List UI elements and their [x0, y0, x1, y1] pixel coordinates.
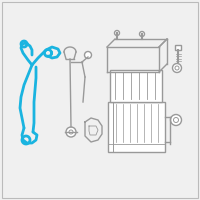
Circle shape	[170, 114, 182, 126]
Circle shape	[114, 30, 120, 36]
Circle shape	[172, 64, 182, 72]
Bar	[110, 70, 162, 102]
Circle shape	[140, 31, 144, 36]
Bar	[175, 45, 181, 50]
Circle shape	[66, 127, 76, 137]
Circle shape	[84, 51, 92, 58]
Bar	[108, 102, 165, 152]
